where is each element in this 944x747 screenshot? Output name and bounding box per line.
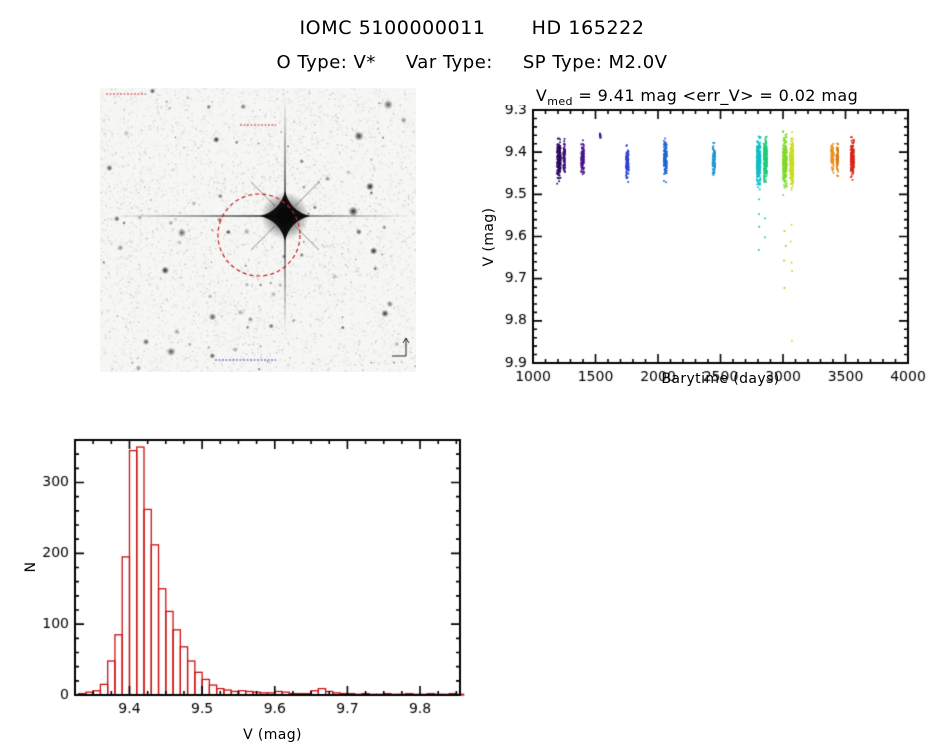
lightcurve-title-sub: med [547, 95, 573, 109]
lightcurve-title: Vmed = 9.41 mag <err_V> = 0.02 mag [450, 86, 944, 108]
lightcurve-title-rest: = 9.41 mag <err_V> = 0.02 mag [572, 86, 859, 105]
histogram-ylabel: N [23, 561, 39, 573]
object-type-text: O Type: V* [276, 52, 376, 73]
finder-chart-image [100, 88, 416, 372]
histogram-plot [10, 420, 490, 720]
lightcurve-title-var: V [535, 86, 548, 105]
lightcurve-xlabel: Barytime (days) [661, 371, 780, 387]
page-subtitle: O Type: V* Var Type: SP Type: M2.0V [0, 52, 944, 73]
star-name-text: HD 165222 [531, 17, 645, 39]
sp-type-text: SP Type: M2.0V [522, 52, 668, 73]
page-title: IOMC 5100000011 HD 165222 [0, 17, 944, 39]
lightcurve-ylabel: V (mag) [481, 207, 497, 267]
var-type-text: Var Type: [405, 52, 493, 73]
lightcurve-plot [450, 105, 944, 405]
histogram-xlabel: V (mag) [243, 727, 302, 743]
source-id-text: IOMC 5100000011 [299, 17, 486, 39]
